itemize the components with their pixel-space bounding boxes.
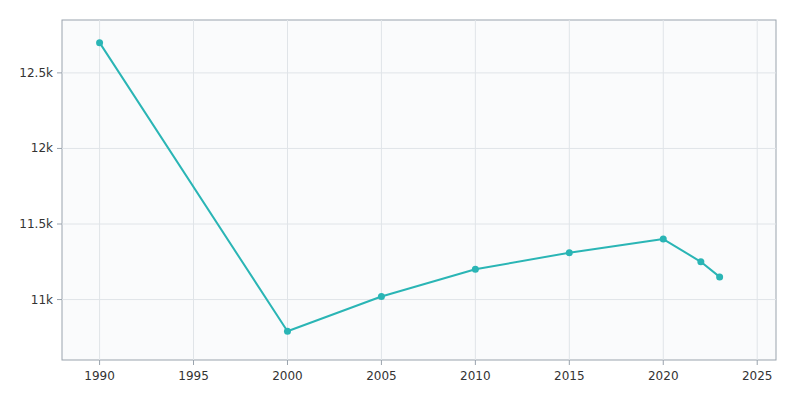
grid-line-x <box>381 20 382 360</box>
tick-x <box>475 360 476 365</box>
point <box>716 273 723 280</box>
plot-frame <box>62 20 776 360</box>
tick-x <box>663 360 664 365</box>
grid-line-x <box>287 20 288 360</box>
tick-label-x: 2020 <box>648 369 679 383</box>
series <box>96 39 723 335</box>
tick-label-x: 2000 <box>272 369 303 383</box>
tick-label-x: 2025 <box>742 369 773 383</box>
point <box>378 293 385 300</box>
tick-x <box>381 360 382 365</box>
point <box>566 249 573 256</box>
tick-label-x: 2010 <box>460 369 491 383</box>
tick-x <box>569 360 570 365</box>
tick-x <box>757 360 758 365</box>
axes: 1990 1995 2000 2005 2010 2015 2020 2025 11k 11.5k… <box>19 66 772 383</box>
chart-container: 1990 1995 2000 2005 2010 2015 2020 2025 11k 11.5k… <box>0 0 800 400</box>
grid-line-x <box>569 20 570 360</box>
grid-line-x <box>99 20 100 360</box>
line <box>100 43 720 332</box>
tick-label-x: 2005 <box>366 369 397 383</box>
tick-label-y: 12.5k <box>19 66 53 80</box>
point <box>697 258 704 265</box>
tick-y <box>57 299 62 300</box>
grid-line-x <box>757 20 758 360</box>
grid-line-y <box>62 72 776 73</box>
tick-x <box>99 360 100 365</box>
point <box>284 328 291 335</box>
point <box>96 39 103 46</box>
tick-label-y: 11k <box>31 293 53 307</box>
tick-label-y: 12k <box>31 141 53 155</box>
point <box>472 266 479 273</box>
grid-line-x <box>663 20 664 360</box>
tick-label-x: 1995 <box>178 369 209 383</box>
tick-x <box>193 360 194 365</box>
point <box>660 236 667 243</box>
grid-line-y <box>62 224 776 225</box>
grid-line-x <box>193 20 194 360</box>
grid-line-y <box>62 299 776 300</box>
tick-y <box>57 224 62 225</box>
tick-label-x: 2015 <box>554 369 585 383</box>
tick-label-y: 11.5k <box>19 217 53 231</box>
tick-y <box>57 148 62 149</box>
chart: 1990 1995 2000 2005 2010 2015 2020 2025 11k 11.5k… <box>0 0 800 400</box>
grid <box>62 20 776 360</box>
tick-y <box>57 72 62 73</box>
grid-line-x <box>475 20 476 360</box>
tick-x <box>287 360 288 365</box>
tick-label-x: 1990 <box>84 369 115 383</box>
